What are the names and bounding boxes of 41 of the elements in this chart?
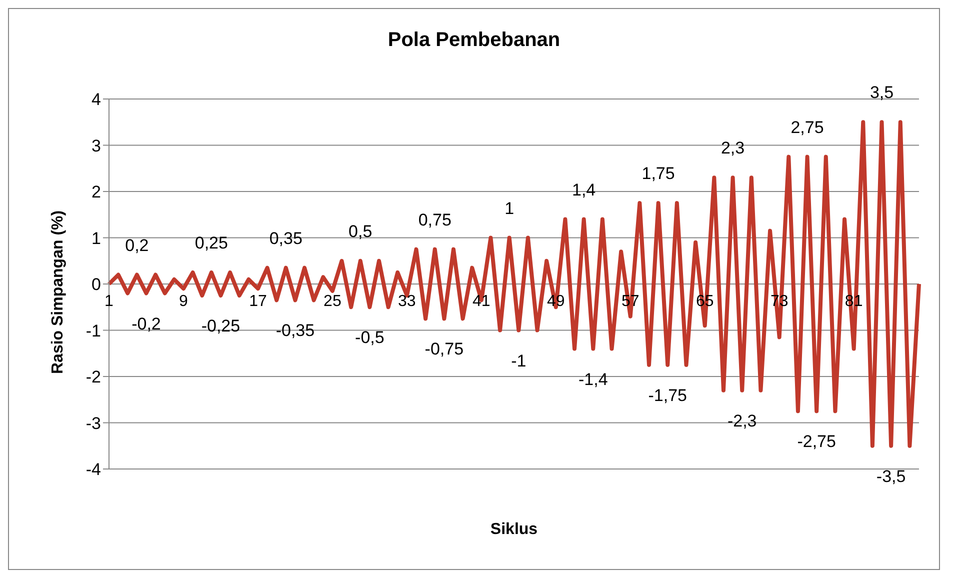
data-label: -0,75 — [424, 340, 464, 359]
y-tick-label: 4 — [92, 90, 101, 110]
y-tick-label: -2 — [86, 368, 101, 387]
data-label: 0,35 — [269, 228, 302, 248]
x-tick-label: 41 — [472, 293, 490, 310]
y-axis-title: Rasio Simpangan (%) — [50, 210, 67, 374]
x-tick-label: 17 — [249, 293, 267, 310]
y-tick-label: -4 — [86, 460, 101, 480]
y-tick-label: 0 — [92, 275, 101, 294]
y-tick-label: 1 — [92, 228, 101, 248]
chart-title: Pola Pembebanan — [386, 29, 562, 52]
data-label: -1,4 — [578, 370, 608, 389]
x-tick-label: 9 — [179, 293, 188, 310]
x-tick-label: 33 — [398, 293, 416, 310]
y-tick-label: -1 — [86, 321, 101, 340]
data-label: 0,25 — [194, 233, 228, 252]
data-label: 1,4 — [572, 180, 596, 200]
data-label: -0,25 — [201, 316, 240, 336]
y-tick-label: 2 — [92, 182, 101, 202]
y-tick-label: 3 — [92, 136, 101, 156]
data-label: 1,75 — [642, 164, 675, 184]
data-label: -0,5 — [355, 328, 384, 348]
data-label: 0,2 — [125, 236, 149, 255]
data-label: -1,75 — [648, 386, 687, 405]
data-label: 0,5 — [348, 222, 372, 241]
data-label: -2,75 — [797, 432, 836, 452]
x-tick-label: 25 — [324, 293, 342, 310]
data-label: 2,75 — [790, 118, 824, 137]
x-axis-title: Siklus — [490, 521, 538, 538]
data-label: 0,75 — [418, 210, 452, 230]
data-label: -1 — [511, 351, 526, 370]
data-label: -3,5 — [876, 466, 906, 486]
y-tick-label: -3 — [86, 414, 101, 433]
data-label: -2,3 — [727, 411, 757, 430]
x-tick-label: 81 — [844, 293, 863, 310]
x-tick-label: 1 — [104, 293, 114, 310]
data-label: 2,3 — [720, 138, 745, 158]
data-label: 1 — [504, 198, 514, 218]
data-label: 3,5 — [870, 83, 894, 102]
data-label: -0,35 — [276, 321, 315, 340]
data-label: -0,2 — [132, 314, 161, 334]
